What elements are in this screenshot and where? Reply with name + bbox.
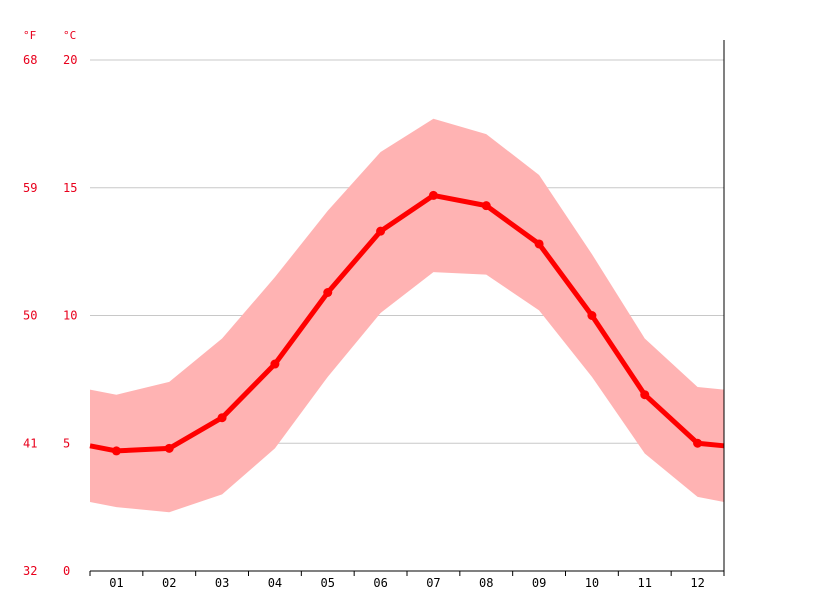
celsius-unit-label: °C <box>63 29 76 42</box>
data-point-12 <box>693 438 703 448</box>
fahrenheit-tick-label: 41 <box>23 436 37 450</box>
tick-labels: °F °C 01 02 03 04 05 06 07 08 09 10 11 12 0 32 5 41 10 50… <box>23 29 705 590</box>
fahrenheit-tick-label: 50 <box>23 309 37 323</box>
fahrenheit-tick-label: 68 <box>23 53 37 67</box>
axes <box>89 40 725 576</box>
celsius-tick-label: 10 <box>63 309 77 323</box>
data-point-03 <box>217 413 227 423</box>
fahrenheit-tick-label: 32 <box>23 564 37 578</box>
celsius-tick-label: 0 <box>63 564 70 578</box>
x-tick-label-04: 04 <box>268 576 282 590</box>
celsius-tick-label: 20 <box>63 53 77 67</box>
x-tick-label-12: 12 <box>690 576 704 590</box>
data-point-05 <box>323 288 333 298</box>
temperature-range-band <box>90 118 724 513</box>
data-point-08 <box>481 201 491 211</box>
fahrenheit-unit-label: °F <box>23 29 36 42</box>
data-point-01 <box>111 446 121 456</box>
data-point-07 <box>428 190 438 200</box>
data-point-04 <box>270 359 280 369</box>
celsius-tick-label: 15 <box>63 181 77 195</box>
x-tick-label-06: 06 <box>373 576 387 590</box>
x-tick-label-03: 03 <box>215 576 229 590</box>
data-point-11 <box>640 390 650 400</box>
x-tick-label-08: 08 <box>479 576 493 590</box>
data-point-06 <box>376 226 386 236</box>
x-tick-label-01: 01 <box>109 576 123 590</box>
celsius-tick-label: 5 <box>63 436 70 450</box>
data-point-02 <box>164 443 174 453</box>
average-temperature-line <box>89 192 725 454</box>
x-tick-label-05: 05 <box>321 576 335 590</box>
x-tick-label-02: 02 <box>162 576 176 590</box>
fahrenheit-tick-label: 59 <box>23 181 37 195</box>
x-tick-label-07: 07 <box>426 576 440 590</box>
x-tick-label-09: 09 <box>532 576 546 590</box>
data-point-10 <box>587 311 597 320</box>
data-point-09 <box>534 239 544 249</box>
x-tick-label-11: 11 <box>638 576 652 590</box>
data-points <box>111 190 703 456</box>
x-tick-label-10: 10 <box>585 576 599 590</box>
